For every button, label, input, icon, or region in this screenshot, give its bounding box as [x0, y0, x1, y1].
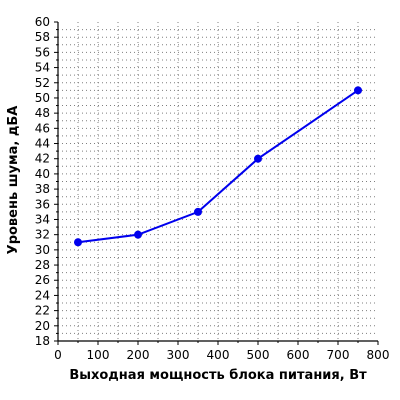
data-point	[74, 238, 82, 247]
data-point	[354, 86, 362, 95]
y-tick-label: 56	[35, 45, 50, 59]
x-tick-label: 600	[287, 348, 310, 362]
y-tick-label: 52	[35, 76, 50, 90]
y-tick-label: 24	[35, 288, 50, 302]
y-tick-label: 48	[35, 106, 50, 120]
y-tick-label: 38	[35, 182, 50, 196]
x-tick-label: 700	[327, 348, 350, 362]
y-tick-label: 46	[35, 121, 50, 135]
data-point	[194, 207, 202, 216]
y-tick-label: 32	[35, 228, 50, 242]
series	[74, 86, 362, 247]
y-tick-label: 58	[35, 30, 50, 44]
y-tick-label: 36	[35, 197, 50, 211]
y-tick-label: 28	[35, 258, 50, 272]
data-point	[254, 154, 262, 163]
x-axis-title: Выходная мощность блока питания, Вт	[69, 368, 367, 383]
y-tick-label: 18	[35, 334, 50, 348]
x-tick-label: 300	[167, 348, 190, 362]
x-tick-label: 0	[54, 348, 62, 362]
y-tick-label: 40	[35, 167, 50, 181]
y-tick-label: 30	[35, 243, 50, 257]
x-tick-label: 200	[127, 348, 150, 362]
y-axis-title: Уровень шума, дБА	[6, 106, 21, 255]
y-tick-label: 42	[35, 152, 50, 166]
y-tick-label: 44	[35, 137, 50, 151]
x-tick-label: 100	[87, 348, 110, 362]
data-point	[134, 230, 142, 239]
x-tick-label: 500	[247, 348, 270, 362]
axes	[54, 21, 379, 345]
x-tick-label: 400	[207, 348, 230, 362]
x-tick-label: 800	[367, 348, 390, 362]
y-tick-label: 34	[35, 212, 50, 226]
grid	[58, 22, 378, 341]
y-tick-label: 54	[35, 61, 50, 75]
y-tick-label: 50	[35, 91, 50, 105]
y-tick-label: 22	[35, 304, 50, 318]
y-tick-label: 26	[35, 273, 50, 287]
y-tick-label: 20	[35, 319, 50, 333]
y-tick-label: 60	[35, 15, 50, 29]
